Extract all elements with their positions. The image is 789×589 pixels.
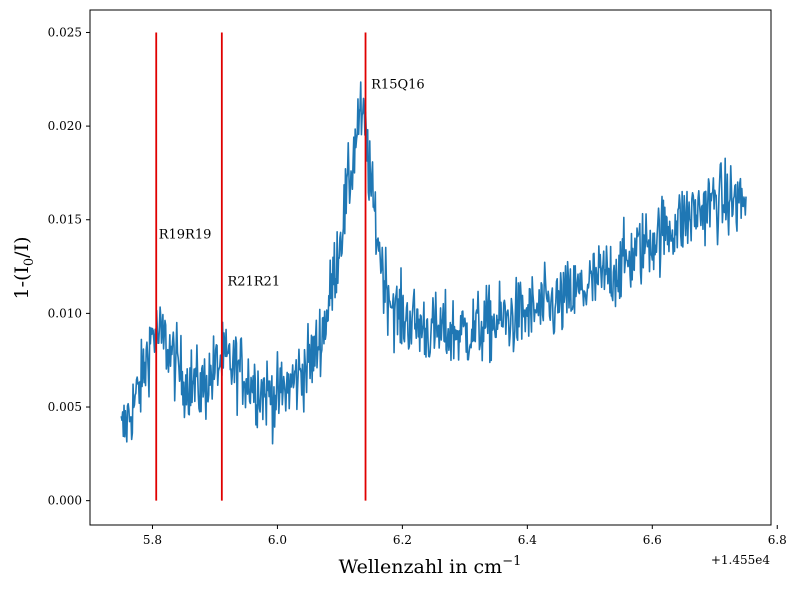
y-tick-label-2: 0.010 [48, 306, 82, 320]
y-tick-label-3: 0.015 [48, 213, 82, 227]
y-axis-ticks: 0.000 0.005 0.010 0.015 0.020 0.025 [48, 25, 90, 508]
y-axis-label-main: 1-(I [11, 266, 33, 299]
x-tick-label-3: 6.4 [518, 533, 537, 547]
y-tick-label-4: 0.020 [48, 119, 82, 133]
marker-lines [155, 32, 367, 501]
x-tick-label-5: 6.8 [768, 533, 787, 547]
x-axis-ticks: 5.8 6.0 6.2 6.4 6.6 6.8 [143, 525, 787, 547]
x-tick-label-2: 6.2 [393, 533, 412, 547]
y-axis-label-suffix: /I) [11, 236, 33, 257]
y-tick-label-1: 0.005 [48, 400, 82, 414]
x-offset-label: +1.455e4 [711, 553, 771, 567]
annotation-0: R19R19 [159, 227, 212, 242]
y-axis-label: 1-(I0/I) [11, 236, 37, 299]
annotation-2: R15Q16 [371, 78, 425, 93]
y-axis-label-subscript: 0 [22, 258, 37, 266]
series-layer [120, 81, 747, 445]
x-tick-label-1: 6.0 [268, 533, 287, 547]
plot-frame [89, 9, 772, 526]
annotation-1: R21R21 [227, 274, 280, 289]
y-tick-label-0: 0.000 [48, 494, 82, 508]
series-line-0 [120, 81, 747, 445]
x-tick-label-4: 6.6 [643, 533, 662, 547]
x-axis-label-main: Wellenzahl in cm [339, 556, 503, 578]
x-axis-label: Wellenzahl in cm−1 [339, 554, 522, 578]
x-axis-label-superscript: −1 [502, 554, 521, 569]
x-tick-label-0: 5.8 [143, 533, 162, 547]
annotations: R19R19 R21R21 R15Q16 [159, 78, 425, 290]
y-tick-label-5: 0.025 [48, 25, 82, 39]
